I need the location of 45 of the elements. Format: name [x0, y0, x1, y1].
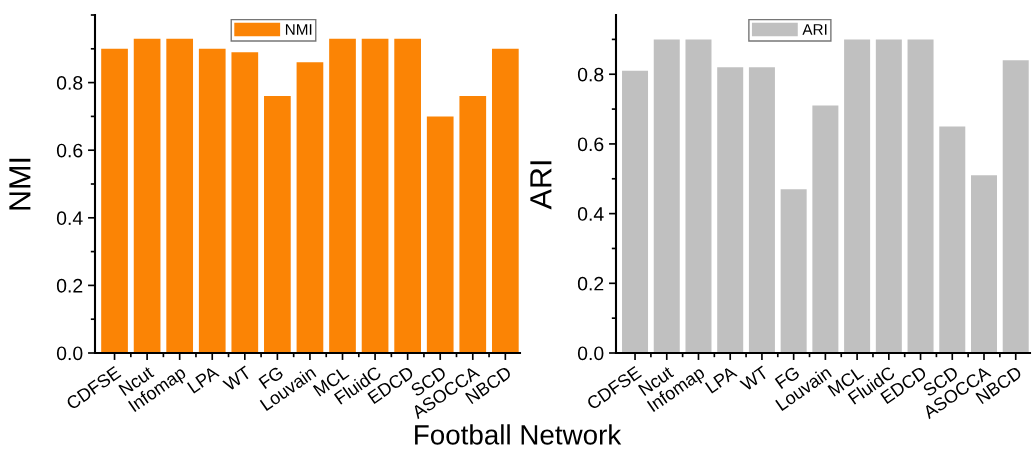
legend-label: NMI — [285, 24, 312, 35]
bar — [812, 105, 839, 353]
bar — [329, 38, 356, 353]
bar — [780, 189, 807, 353]
bar — [264, 96, 291, 353]
x-tick-label: WT — [739, 365, 770, 392]
bar — [459, 96, 487, 353]
bar — [491, 48, 519, 353]
bar — [907, 39, 934, 353]
y-tick-label: 0.2 — [56, 278, 83, 293]
y-axis-title: NMI — [9, 158, 31, 210]
bar — [133, 38, 161, 353]
y-tick-label: 0.6 — [56, 143, 83, 158]
bar — [844, 39, 871, 353]
bar — [296, 62, 324, 353]
bar — [685, 39, 712, 353]
y-tick-label: 0.8 — [56, 76, 83, 90]
bar — [166, 38, 194, 353]
y-axis-title: ARI — [530, 161, 552, 210]
legend-label: ARI — [802, 24, 827, 35]
bar — [101, 48, 128, 353]
bar — [198, 48, 226, 353]
y-tick-label: 0.2 — [577, 276, 604, 291]
bar — [970, 175, 998, 353]
bar — [939, 126, 966, 353]
bar — [361, 38, 389, 353]
y-tick-label: 0.0 — [577, 346, 604, 361]
y-tick-label: 0.4 — [577, 207, 604, 221]
bar — [717, 67, 744, 353]
x-tick-label: WT — [222, 365, 252, 392]
bar — [231, 52, 259, 353]
bar — [1002, 60, 1029, 353]
y-tick-label: 0.0 — [56, 346, 83, 361]
x-tick-label: LPA — [704, 365, 738, 394]
y-tick-label: 0.4 — [56, 211, 83, 226]
bar — [426, 116, 454, 353]
bar — [394, 38, 421, 353]
y-tick-label: 0.8 — [577, 67, 604, 82]
x-axis-title: Football Network — [415, 424, 622, 445]
x-tick-label: LPA — [186, 365, 220, 394]
bar — [622, 70, 649, 353]
bar — [875, 39, 902, 353]
y-tick-label: 0.6 — [577, 137, 604, 152]
bar — [653, 39, 680, 353]
bar — [748, 67, 775, 353]
